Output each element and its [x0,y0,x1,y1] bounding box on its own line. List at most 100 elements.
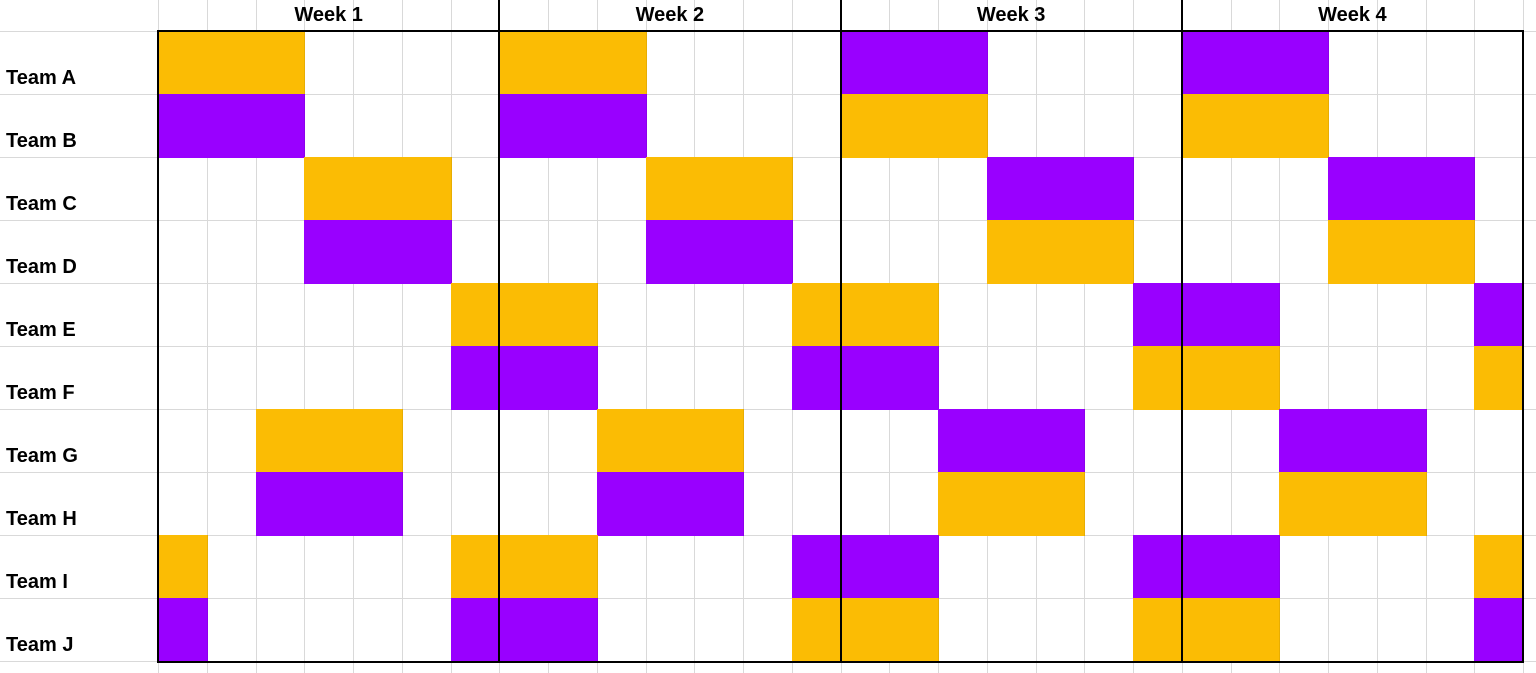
cell-purple[interactable] [499,94,549,158]
cell-orange[interactable] [1328,220,1378,284]
cell-orange[interactable] [694,157,744,221]
cell-orange[interactable] [304,157,354,221]
cell-orange[interactable] [889,283,939,347]
cell-purple[interactable] [450,346,501,410]
cell-orange[interactable] [206,31,257,95]
cell-orange[interactable] [1181,598,1232,662]
cell-purple[interactable] [206,94,257,158]
cell-orange[interactable] [158,31,208,95]
cell-purple[interactable] [840,346,891,410]
cell-orange[interactable] [596,31,647,95]
cell-orange[interactable] [1376,472,1427,536]
cell-orange[interactable] [645,157,696,221]
cell-orange[interactable] [548,283,598,347]
cell-orange[interactable] [1181,346,1232,410]
cell-orange[interactable] [986,472,1037,536]
cell-purple[interactable] [596,472,647,536]
cell-orange[interactable] [596,409,647,473]
cell-purple[interactable] [1133,283,1183,347]
cell-purple[interactable] [1376,409,1427,473]
cell-purple[interactable] [596,94,647,158]
cell-orange[interactable] [158,535,208,599]
cell-orange[interactable] [548,535,598,599]
cell-purple[interactable] [1328,157,1378,221]
cell-orange[interactable] [304,409,354,473]
cell-orange[interactable] [353,157,403,221]
cell-purple[interactable] [986,409,1037,473]
cell-purple[interactable] [255,472,306,536]
cell-purple[interactable] [499,598,549,662]
cell-purple[interactable] [1181,283,1232,347]
cell-purple[interactable] [1035,409,1086,473]
cell-purple[interactable] [1230,535,1281,599]
cell-orange[interactable] [791,598,842,662]
cell-orange[interactable] [499,31,549,95]
cell-orange[interactable] [1376,220,1427,284]
cell-purple[interactable] [1181,535,1232,599]
cell-orange[interactable] [743,157,793,221]
cell-orange[interactable] [1035,220,1086,284]
cell-purple[interactable] [1474,283,1524,347]
cell-purple[interactable] [694,472,744,536]
cell-purple[interactable] [645,220,696,284]
cell-orange[interactable] [1084,220,1134,284]
cell-orange[interactable] [1279,472,1329,536]
cell-purple[interactable] [694,220,744,284]
cell-orange[interactable] [401,157,452,221]
cell-purple[interactable] [938,31,988,95]
cell-purple[interactable] [450,598,501,662]
cell-orange[interactable] [499,535,549,599]
cell-purple[interactable] [840,535,891,599]
cell-purple[interactable] [1328,409,1378,473]
cell-purple[interactable] [889,31,939,95]
cell-purple[interactable] [304,472,354,536]
cell-orange[interactable] [1474,535,1524,599]
cell-purple[interactable] [889,535,939,599]
cell-orange[interactable] [450,283,501,347]
cell-purple[interactable] [353,472,403,536]
cell-orange[interactable] [255,31,306,95]
cell-purple[interactable] [255,94,306,158]
cell-purple[interactable] [1425,157,1476,221]
cell-purple[interactable] [791,346,842,410]
cell-purple[interactable] [743,220,793,284]
cell-orange[interactable] [889,598,939,662]
cell-orange[interactable] [1230,94,1281,158]
cell-purple[interactable] [1035,157,1086,221]
cell-purple[interactable] [401,220,452,284]
cell-purple[interactable] [1181,31,1232,95]
cell-orange[interactable] [840,283,891,347]
cell-orange[interactable] [1133,346,1183,410]
cell-orange[interactable] [938,94,988,158]
cell-purple[interactable] [158,598,208,662]
cell-purple[interactable] [304,220,354,284]
cell-purple[interactable] [889,346,939,410]
cell-purple[interactable] [791,535,842,599]
cell-orange[interactable] [1279,94,1329,158]
cell-purple[interactable] [1279,31,1329,95]
cell-purple[interactable] [1376,157,1427,221]
cell-purple[interactable] [548,598,598,662]
cell-orange[interactable] [450,535,501,599]
cell-purple[interactable] [986,157,1037,221]
cell-purple[interactable] [499,346,549,410]
cell-purple[interactable] [548,346,598,410]
cell-orange[interactable] [645,409,696,473]
cell-orange[interactable] [1133,598,1183,662]
cell-orange[interactable] [694,409,744,473]
cell-purple[interactable] [840,31,891,95]
cell-orange[interactable] [1230,598,1281,662]
cell-purple[interactable] [645,472,696,536]
cell-orange[interactable] [938,472,988,536]
cell-orange[interactable] [1425,220,1476,284]
cell-orange[interactable] [791,283,842,347]
cell-purple[interactable] [1230,283,1281,347]
cell-orange[interactable] [1474,346,1524,410]
cell-orange[interactable] [499,283,549,347]
cell-purple[interactable] [158,94,208,158]
cell-purple[interactable] [1230,31,1281,95]
cell-orange[interactable] [840,94,891,158]
cell-orange[interactable] [1230,346,1281,410]
cell-orange[interactable] [255,409,306,473]
cell-purple[interactable] [1279,409,1329,473]
